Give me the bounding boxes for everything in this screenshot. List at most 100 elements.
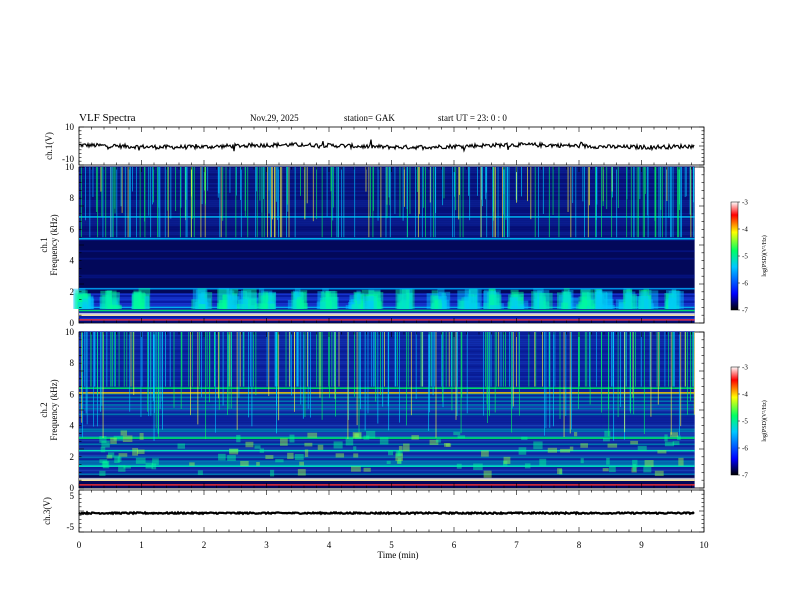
spectrogram-band	[79, 295, 695, 298]
spectrogram-patch	[657, 450, 667, 454]
spectrogram-patch	[395, 453, 403, 462]
spectrogram-band	[79, 407, 695, 410]
chorus-burst	[558, 294, 571, 309]
spectrogram-patch	[106, 454, 113, 459]
spectrogram-patch	[379, 437, 389, 445]
spectrogram-band	[79, 308, 695, 311]
spectrogram-impulse	[220, 167, 222, 238]
ch1-spectrogram-ylabel-channel: ch.1	[39, 237, 49, 252]
spectrogram-band	[79, 332, 695, 335]
spectrogram-impulse	[595, 332, 597, 387]
spectrogram-patch	[539, 458, 547, 466]
spectrogram-line	[79, 392, 695, 394]
spectrogram-impulse	[288, 167, 290, 238]
spectrogram-impulse	[85, 167, 86, 221]
chorus-burst	[399, 301, 408, 309]
chorus-burst	[536, 301, 546, 309]
spectrogram-impulse	[430, 167, 432, 238]
spectrogram-band	[79, 417, 695, 419]
chorus-burst	[664, 292, 674, 309]
spectrogram-patch	[664, 434, 668, 442]
chorus-burst	[131, 305, 141, 309]
chorus-burst	[287, 300, 299, 309]
spectrogram-impulse	[611, 332, 612, 387]
spectrogram-impulse	[435, 167, 437, 213]
chorus-burst	[514, 300, 529, 309]
spectrogram-patch	[580, 443, 588, 448]
spectrogram-impulse	[459, 167, 461, 238]
spectrogram-impulse	[405, 332, 407, 426]
spectrogram-impulse	[396, 332, 398, 387]
spectrogram-impulse	[101, 167, 103, 217]
ch1-colorbar-label: log(PSD)(V²/Hz)	[761, 235, 768, 276]
chorus-burst	[615, 299, 628, 309]
spectrogram-patch	[518, 447, 527, 455]
spectrogram-impulse	[612, 332, 614, 387]
chorus-burst	[595, 292, 602, 309]
spectrogram-impulse	[297, 332, 299, 387]
spectrogram-impulse	[268, 332, 270, 397]
colorbar-tick-label: -6	[742, 445, 748, 453]
spectrogram-impulse	[287, 167, 288, 205]
spectrogram-patch	[139, 432, 144, 440]
chorus-burst	[111, 301, 118, 309]
spectrogram-patch	[533, 441, 543, 450]
spectrogram-impulse	[175, 167, 177, 212]
spectrogram-patch	[644, 460, 654, 467]
spectrogram-impulse	[425, 167, 426, 238]
spectrogram-impulse	[206, 332, 208, 387]
spectrogram-impulse	[89, 167, 91, 238]
spectrogram-impulse	[454, 167, 455, 197]
chorus-burst	[242, 296, 250, 309]
chorus-burst	[596, 288, 602, 309]
chorus-burst	[241, 304, 249, 309]
spectrogram-impulse	[461, 332, 463, 398]
chorus-burst	[360, 294, 374, 309]
chorus-burst	[348, 301, 356, 309]
spectrogram-impulse	[611, 167, 613, 192]
spectrogram-patch	[236, 434, 241, 443]
spectrogram-impulse	[567, 167, 569, 212]
spectrogram-impulse	[329, 332, 331, 398]
chorus-burst	[627, 302, 633, 309]
spectrogram-impulse	[512, 332, 514, 407]
chorus-burst	[222, 294, 229, 309]
chorus-burst	[642, 301, 648, 309]
spectrogram-patch	[254, 445, 261, 449]
spectrogram-patch	[151, 463, 157, 470]
spectrogram-impulse	[116, 167, 118, 238]
chorus-burst	[460, 301, 471, 309]
spectrogram-patch	[132, 447, 139, 456]
spectrogram-impulse	[306, 167, 308, 204]
spectrogram-impulse	[674, 332, 675, 387]
spectrogram-band	[79, 432, 695, 434]
spectrogram-impulse	[666, 167, 668, 201]
chorus-burst	[403, 303, 409, 309]
spectrogram-impulse	[480, 167, 482, 238]
chorus-burst	[565, 303, 572, 309]
chorus-burst	[401, 299, 410, 309]
chorus-burst	[561, 302, 569, 309]
chorus-burst	[99, 296, 112, 309]
spectrogram-impulse	[129, 332, 131, 412]
spectrogram-impulse	[504, 167, 505, 238]
frequency-tick-label: 4	[70, 421, 75, 431]
spectrogram-impulse	[197, 332, 199, 425]
chorus-burst	[536, 296, 546, 309]
chorus-burst	[242, 305, 255, 309]
spectrogram-impulse	[563, 332, 565, 437]
chorus-burst	[604, 298, 614, 309]
spectrogram-impulse	[256, 167, 258, 238]
spectrogram-band	[79, 220, 695, 223]
spectrogram-impulse	[184, 167, 186, 218]
chorus-burst	[269, 303, 275, 309]
spectrogram-impulse	[486, 332, 488, 404]
spectrogram-impulse	[624, 332, 626, 433]
chorus-burst	[490, 290, 497, 309]
spectrogram-patch	[353, 433, 359, 438]
spectrogram-band	[79, 229, 695, 232]
spectrogram-impulse	[493, 167, 494, 221]
chorus-burst	[293, 291, 304, 309]
chorus-burst	[489, 288, 496, 309]
spectrogram-impulse	[680, 167, 682, 238]
